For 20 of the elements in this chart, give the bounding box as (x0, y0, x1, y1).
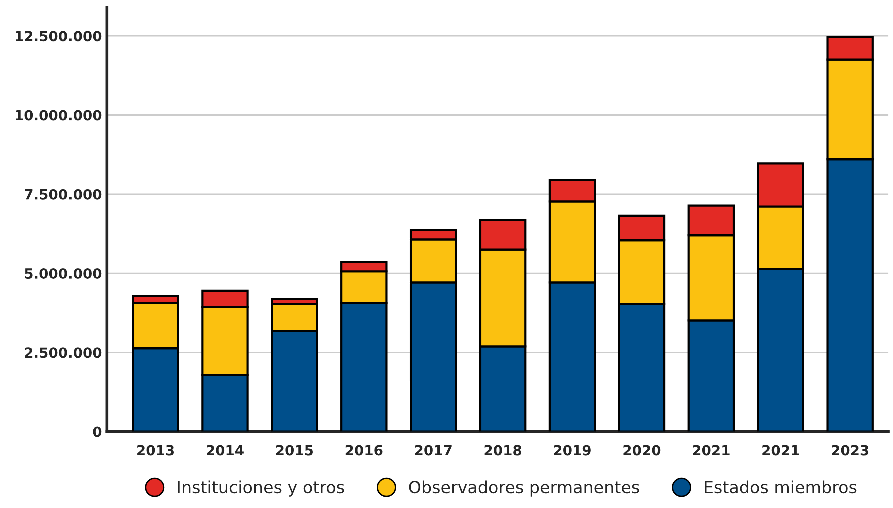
x-tick-label: 2015 (276, 445, 314, 456)
x-tick-label: 2013 (138, 445, 174, 456)
legend-label: Observadores permanentes (409, 480, 640, 497)
x-tick-label: 2020 (624, 445, 661, 456)
x-tick-label: 2018 (484, 445, 522, 456)
legend-label: Instituciones y otros (178, 480, 344, 497)
y-tick-label: 5.000.000 (25, 268, 102, 279)
legend-label: Estados miembros (705, 480, 857, 494)
x-tick-label: 2021 (693, 445, 730, 456)
y-tick-label: 7.500.000 (25, 189, 102, 200)
x-tick-label: 2016 (346, 445, 383, 456)
y-tick-label: 12.500.000 (16, 31, 102, 42)
y-tick-label: 0 (93, 426, 102, 438)
x-tick-label: 2017 (415, 445, 452, 456)
x-tick-label: 2014 (207, 445, 244, 456)
y-tick-label: 2.500.000 (25, 348, 102, 358)
x-tick-label: 2019 (554, 445, 591, 456)
x-tick-label: 2021 (762, 445, 800, 456)
x-tick-label: 2023 (832, 445, 869, 456)
y-tick-label: 10.000.000 (16, 110, 102, 121)
